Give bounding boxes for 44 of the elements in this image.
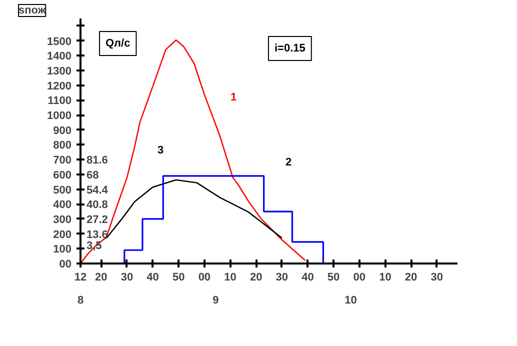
y-tick-label: 1300 [47, 65, 72, 78]
x-tick-label: 50 [172, 272, 185, 284]
y-tick-label: 1500 [47, 36, 72, 48]
y-tick-label: 500 [53, 184, 72, 196]
y-tick-label: 300 [53, 214, 72, 226]
y-tick-label: 800 [53, 140, 72, 152]
y-tick-label: 600 [53, 169, 72, 182]
y-tick-label: 1000 [47, 110, 72, 122]
y-tick-label: 200 [53, 228, 72, 241]
y-tick-label: 00 [59, 258, 72, 270]
x-tick-label: 12 [74, 272, 87, 284]
y2-tick-label: 40.8 [86, 199, 108, 212]
x-tick-label: 00 [198, 272, 211, 284]
y2-tick-label: 81.6 [86, 154, 108, 167]
y2-axis-title: Qл/с [106, 38, 130, 50]
y-tick-label: 700 [53, 154, 72, 167]
y2-tick-label: 27.2 [86, 214, 108, 226]
y-tick-label: 1200 [47, 80, 72, 92]
x-tick-label: 40 [146, 272, 159, 284]
x-tick-label: 30 [276, 272, 288, 284]
x-tick-label: 40 [302, 272, 314, 284]
x-tick-label: 30 [430, 272, 443, 284]
x-tick-label: 50 [327, 272, 340, 284]
x-tick-label: 20 [95, 272, 108, 284]
annotation: 2 [285, 156, 292, 168]
annotation: 3 [157, 144, 164, 156]
y2-tick-label: 68 [86, 169, 99, 182]
x2-tick-label: 10 [344, 294, 357, 306]
y-tick-label: 1100 [48, 95, 72, 108]
x-tick-label: 20 [404, 272, 418, 284]
x-tick-label: 10 [224, 272, 236, 284]
x2-tick-label: 8 [77, 294, 84, 306]
y-tick-label: 1400 [47, 50, 72, 63]
x-tick-label: 30 [120, 272, 134, 284]
x2-tick-label: 9 [212, 294, 219, 306]
y-tick-label: 100 [53, 244, 72, 256]
annotation: i=0.15 [274, 42, 306, 54]
annotation: 1 [230, 92, 237, 104]
x-tick-label: 00 [353, 272, 366, 284]
x-tick-label: 10 [379, 272, 392, 284]
x-tick-label: 20 [250, 272, 262, 284]
y2-tick-label: 54.4 [86, 184, 109, 196]
y-tick-label: 400 [53, 199, 72, 212]
y-tick-label: 900 [53, 124, 72, 137]
